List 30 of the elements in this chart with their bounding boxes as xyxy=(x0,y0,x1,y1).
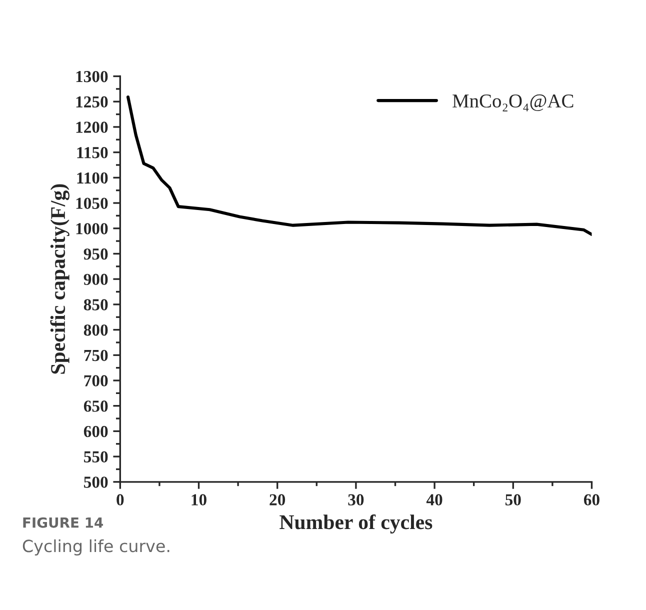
y-tick-label: 700 xyxy=(84,375,108,386)
y-tick-label: 600 xyxy=(84,426,108,438)
y-tick-label: 950 xyxy=(84,248,108,260)
legend-label: MnCo₂O₄@AC xyxy=(452,94,574,112)
y-tick-label: 650 xyxy=(84,400,108,412)
y-tick-label: 1100 xyxy=(77,172,108,184)
y-tick-label: 900 xyxy=(84,274,108,286)
y-tick-label: 500 xyxy=(84,476,108,488)
y-tick-label: 800 xyxy=(84,324,108,336)
x-tick-label: 0 xyxy=(116,494,124,506)
y-tick-label: 1250 xyxy=(76,96,108,108)
y-tick-label: 1050 xyxy=(76,198,108,209)
x-tick-label: 40 xyxy=(426,494,442,506)
x-tick-label: 60 xyxy=(584,494,600,506)
line-series xyxy=(126,96,592,236)
y-tick-label: 1200 xyxy=(76,122,108,133)
y-axis-title: Specific capacity(F/g) xyxy=(50,184,70,374)
y-tick-label: 1150 xyxy=(77,147,108,158)
y-tick-label: 750 xyxy=(84,350,108,362)
x-tick-label: 20 xyxy=(270,494,286,506)
x-tick-label: 30 xyxy=(348,494,364,506)
y-tick-label: 850 xyxy=(84,299,108,310)
x-tick-label: 10 xyxy=(192,494,206,506)
x-tick-label: 50 xyxy=(505,494,521,506)
caption: FIGURE 14 xyxy=(23,517,104,528)
y-tick-label: 550 xyxy=(84,451,108,462)
x-axis-title: Number of cycles xyxy=(280,514,432,534)
y-tick-label: 1000 xyxy=(76,223,108,234)
text: Cycling life curve. xyxy=(22,539,170,556)
y-tick-label: 1300 xyxy=(76,70,108,82)
